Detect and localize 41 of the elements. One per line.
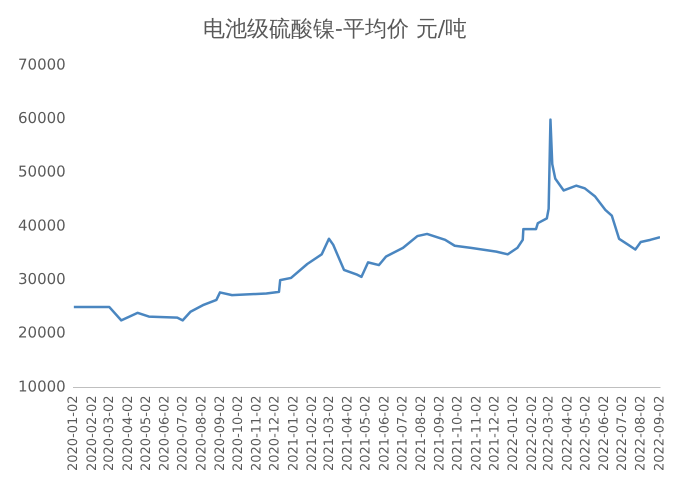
x-tick-label: 2022-01-02	[506, 395, 522, 472]
x-tick-label: 2022-08-02	[634, 395, 649, 472]
x-tick-label: 2021-12-02	[487, 395, 502, 472]
y-tick-label: 70000	[18, 55, 66, 74]
x-tick-label: 2020-03-02	[102, 395, 118, 472]
y-tick-label: 10000	[18, 377, 66, 396]
x-tick-label: 2020-12-02	[268, 395, 283, 472]
x-tick-label: 2021-11-02	[469, 395, 484, 472]
x-tick-label: 2021-07-02	[395, 395, 410, 472]
x-tick-label: 2021-04-02	[340, 395, 356, 472]
y-tick-label: 50000	[18, 162, 66, 181]
x-tick-label: 2020-10-02	[231, 395, 246, 472]
x-tick-label: 2020-05-02	[138, 395, 154, 472]
x-tick-label: 2021-05-02	[358, 395, 374, 472]
x-tick-label: 2022-09-02	[652, 395, 668, 472]
x-tick-label: 2020-04-02	[120, 395, 136, 472]
x-tick-label: 2022-04-02	[560, 395, 576, 472]
x-tick-label: 2022-06-02	[596, 395, 612, 472]
x-tick-label: 2020-09-02	[212, 395, 228, 472]
y-tick-label: 20000	[18, 324, 66, 342]
x-tick-label: 2021-03-02	[322, 395, 337, 472]
chart-title: 电池级硫酸镍-平均价 元/吨	[202, 16, 468, 42]
x-tick-label: 2021-09-02	[432, 395, 448, 472]
x-tick-label: 2021-10-02	[450, 395, 466, 472]
x-tick-label: 2020-01-02	[66, 395, 82, 472]
x-tick-label: 2021-02-02	[305, 395, 320, 472]
x-tick-label: 2022-05-02	[578, 395, 594, 472]
x-tick-label: 2020-06-02	[158, 395, 173, 472]
x-tick-label: 2020-11-02	[250, 395, 265, 472]
y-tick-label: 40000	[18, 216, 66, 234]
x-tick-label: 2022-02-02	[524, 395, 540, 472]
x-tick-label: 2021-08-02	[414, 395, 430, 472]
y-tick-label: 30000	[18, 270, 66, 288]
x-tick-label: 2020-07-02	[176, 395, 191, 472]
x-tick-label: 2021-06-02	[377, 395, 392, 472]
x-tick-label: 2020-08-02	[194, 395, 210, 472]
x-tick-label: 2021-01-02	[286, 395, 302, 472]
y-tick-label: 60000	[18, 108, 66, 127]
x-tick-label: 2022-03-02	[542, 395, 557, 472]
x-tick-label: 2022-07-02	[615, 395, 630, 472]
x-tick-label: 2020-02-02	[84, 395, 100, 472]
